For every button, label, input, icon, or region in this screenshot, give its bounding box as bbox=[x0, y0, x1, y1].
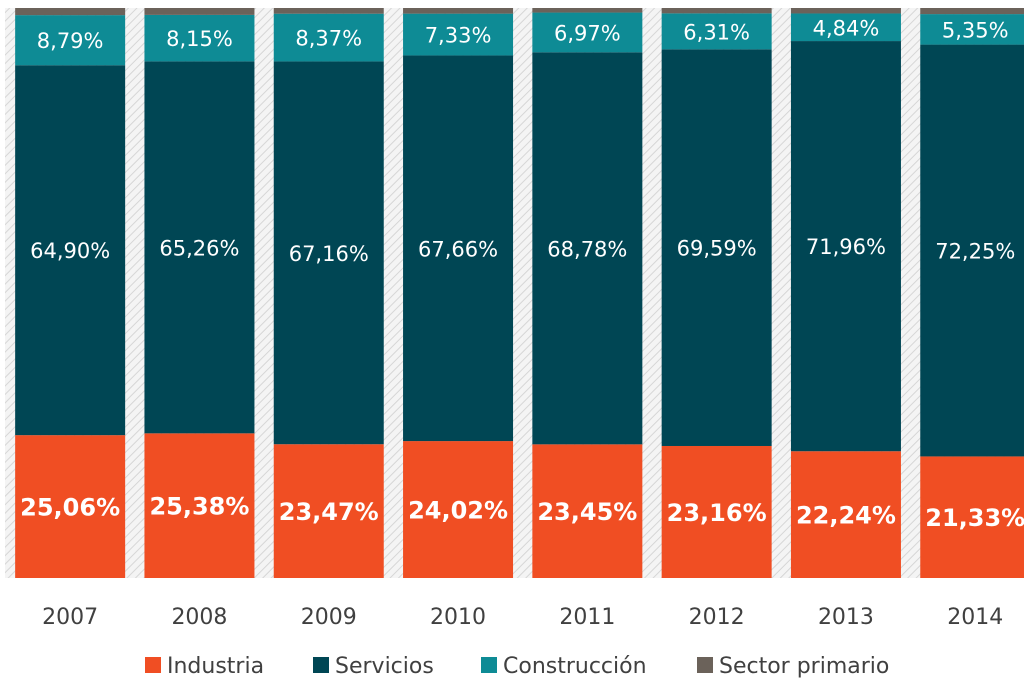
bar-segment bbox=[532, 8, 643, 13]
value-label: 23,45% bbox=[537, 498, 637, 526]
legend-label: Industria bbox=[167, 654, 264, 679]
bar-segment bbox=[403, 441, 514, 578]
value-label: 23,16% bbox=[667, 499, 767, 527]
x-tick-label: 2007 bbox=[42, 605, 98, 630]
bar-segment bbox=[920, 8, 1024, 15]
bar-segment bbox=[532, 444, 643, 578]
value-label: 6,97% bbox=[554, 21, 621, 45]
value-label: 8,37% bbox=[295, 27, 362, 51]
value-label: 21,33% bbox=[925, 504, 1024, 532]
value-label: 25,06% bbox=[20, 494, 120, 522]
value-label: 68,78% bbox=[547, 237, 627, 261]
bar-segment bbox=[273, 444, 384, 578]
x-tick-label: 2012 bbox=[689, 605, 745, 630]
value-label: 5,35% bbox=[942, 18, 1009, 42]
value-label: 71,96% bbox=[806, 235, 886, 259]
legend-swatch bbox=[145, 657, 161, 673]
bar-segment bbox=[273, 13, 384, 62]
x-tick-label: 2011 bbox=[559, 605, 615, 630]
legend-swatch bbox=[481, 657, 497, 673]
x-tick-label: 2008 bbox=[171, 605, 227, 630]
x-tick-label: 2010 bbox=[430, 605, 486, 630]
legend-swatch bbox=[313, 657, 329, 673]
bar-segment bbox=[661, 445, 772, 578]
legend-swatch bbox=[697, 657, 713, 673]
legend-label: Sector primario bbox=[719, 654, 889, 679]
bar-segment bbox=[920, 456, 1024, 578]
bar-segment bbox=[790, 8, 901, 14]
bar-segment bbox=[273, 8, 384, 14]
x-tick-label: 2014 bbox=[947, 605, 1003, 630]
bar-segment bbox=[15, 15, 126, 66]
bar-segment bbox=[15, 65, 126, 436]
bar-segment bbox=[790, 451, 901, 578]
value-label: 8,79% bbox=[37, 29, 104, 53]
bar-segment bbox=[661, 8, 772, 14]
value-label: 67,66% bbox=[418, 237, 498, 261]
bar-segment bbox=[144, 433, 255, 578]
value-label: 24,02% bbox=[408, 497, 508, 525]
value-label: 72,25% bbox=[935, 240, 1015, 264]
value-label: 23,47% bbox=[279, 498, 379, 526]
bar-segment bbox=[661, 49, 772, 446]
value-label: 8,15% bbox=[166, 27, 233, 51]
value-label: 64,90% bbox=[30, 239, 110, 263]
bar-segment bbox=[403, 13, 514, 56]
bar-segment bbox=[532, 12, 643, 53]
value-label: 22,24% bbox=[796, 502, 896, 530]
bar-segment bbox=[532, 52, 643, 445]
x-tick-label: 2013 bbox=[818, 605, 874, 630]
bar-segment bbox=[403, 55, 514, 442]
bar-segment bbox=[15, 8, 126, 16]
bar-segment bbox=[273, 61, 384, 445]
legend-label: Servicios bbox=[335, 654, 434, 679]
bar-segment bbox=[920, 14, 1024, 45]
bar-segment bbox=[144, 8, 255, 15]
bar-segment bbox=[790, 13, 901, 42]
value-label: 7,33% bbox=[425, 24, 492, 48]
bar-segment bbox=[15, 435, 126, 578]
x-tick-label: 2009 bbox=[301, 605, 357, 630]
bar-segment bbox=[920, 44, 1024, 457]
bar-segment bbox=[790, 41, 901, 452]
value-label: 69,59% bbox=[677, 237, 757, 261]
bar-segment bbox=[144, 61, 255, 434]
value-label: 25,38% bbox=[149, 493, 249, 521]
legend-label: Construcción bbox=[503, 654, 647, 679]
value-label: 6,31% bbox=[683, 20, 750, 44]
bar-segment bbox=[403, 8, 514, 14]
bar-segment bbox=[144, 14, 255, 62]
value-label: 67,16% bbox=[289, 242, 369, 266]
bar-segment bbox=[661, 13, 772, 50]
value-label: 65,26% bbox=[159, 236, 239, 260]
value-label: 4,84% bbox=[813, 16, 880, 40]
